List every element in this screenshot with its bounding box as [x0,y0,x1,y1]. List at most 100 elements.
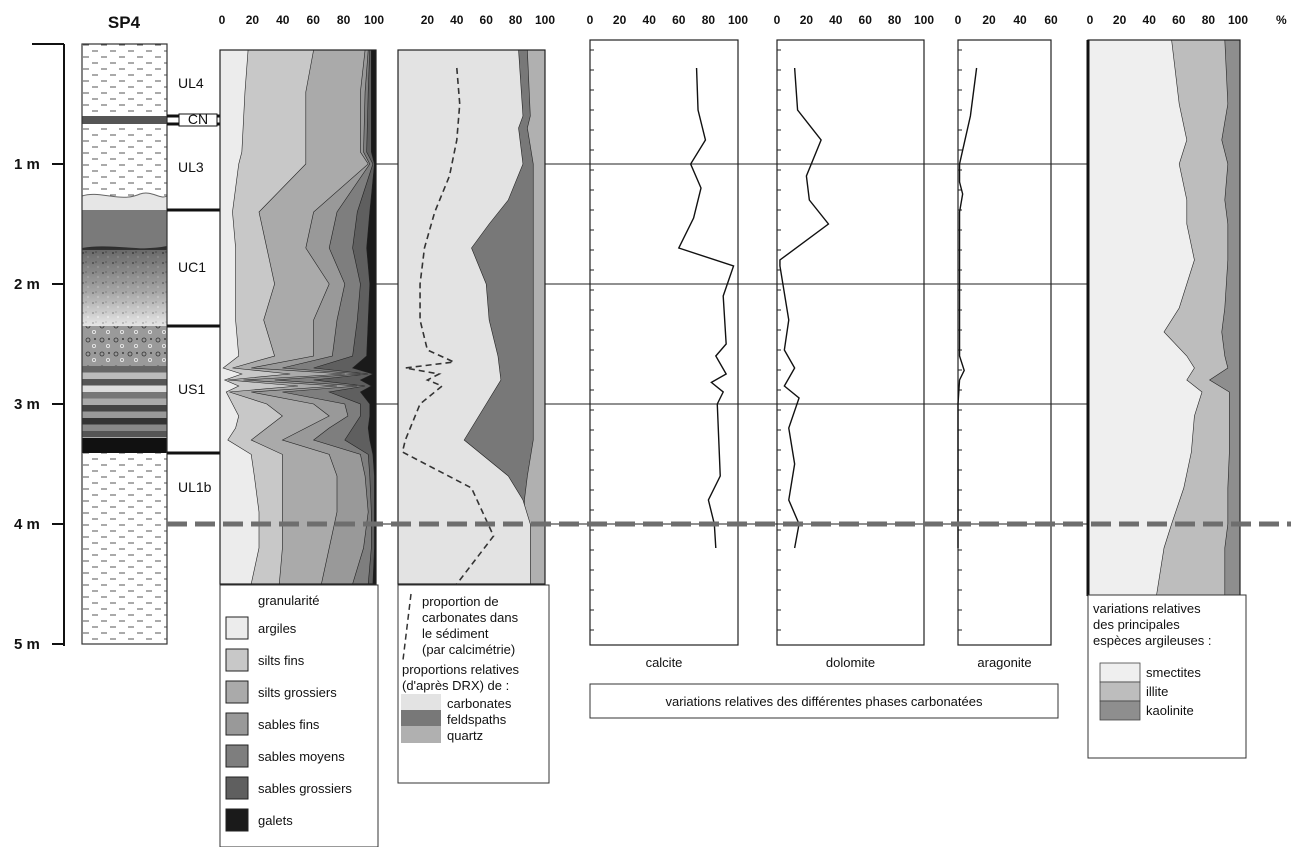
legend-swatch [401,694,441,711]
dolomite-tick-label: 100 [914,13,934,27]
unit-labels: UL4 CN UL3 UC1 US1 UL1b [167,75,220,495]
calcimetry-legend-line-2: carbonates dans [422,610,519,625]
depth-tick-label: 1 m [14,156,40,173]
clay-tick-label: 0 [1087,13,1094,27]
lithology-column: SP4 [81,13,168,645]
dolomite-line [779,67,830,549]
drx-legend-line-1: proportions relatives [402,662,520,677]
legend-swatch [225,680,249,704]
calcite-tick-label: 80 [702,13,716,27]
clay-legend-line-3: espèces argileuses : [1093,633,1212,648]
legend-swatch [225,616,249,640]
calcite-tick-label: 40 [643,13,657,27]
calcimetry-legend-line-4: (par calcimétrie) [422,642,515,657]
mineralogy-tick-label: 40 [450,13,464,27]
mineralogy-tick-label: 60 [480,13,494,27]
legend-swatch [225,744,249,768]
litho-us1-band [82,379,167,386]
legend-label: galets [258,813,293,828]
dolomite-tick-label: 60 [859,13,873,27]
legend-swatch [225,808,249,832]
calcimetry-legend-dash [402,593,412,661]
clay-tick-label: 60 [1172,13,1186,27]
litho-us1-band [82,385,167,392]
unit-label: CN [188,111,208,127]
unit-cn-box [178,113,218,127]
granularite-panel: 0 20 40 60 80 100 [219,13,384,585]
calcite-tick-label: 0 [587,13,594,27]
granularite-tick-label: 20 [246,13,260,27]
depth-tick-label: 3 m [14,396,40,413]
litho-us1-band [82,372,167,379]
clay-legend-line-1: variations relatives [1093,601,1201,616]
legend-label: illite [1146,684,1168,699]
legend-label: sables grossiers [258,781,352,796]
calcite-label: calcite [646,655,683,670]
legend-swatch [401,710,441,727]
aragonite-panel: 0 20 40 60 aragonite [955,13,1058,670]
legend-label: silts grossiers [258,685,337,700]
dolomite-frame [776,39,925,646]
litho-us1-band [82,424,167,431]
granularite-frame [219,49,377,585]
legend-swatch [225,648,249,672]
litho-us1-band [82,411,167,418]
legend-swatch [225,776,249,800]
legend-label: kaolinite [1146,703,1194,718]
clay-tick-label: 100 [1228,13,1248,27]
granularite-legend-title: granularité [258,593,319,608]
aragonite-tick-label: 40 [1013,13,1027,27]
dolomite-label: dolomite [826,655,875,670]
granularite-tick-label: 100 [364,13,384,27]
carbonate-phases-legend-text: variations relatives des différentes pha… [665,694,983,709]
legend-swatch [1099,681,1141,702]
calcite-tick-label: 20 [613,13,627,27]
percent-sign: % [1276,13,1287,27]
litho-us1-band [82,366,167,373]
calcimetry-legend-line-3: le sédiment [422,626,489,641]
litho-us1-band [82,392,167,399]
litho-us1-band [82,431,167,438]
mineralogy-tick-label: 100 [535,13,555,27]
clay-tick-label: 80 [1202,13,1216,27]
litho-galets-band [82,438,167,453]
calcimetry-legend-line-1: proportion de [422,594,499,609]
drx-legend-line-2: (d'après DRX) de : [402,678,509,693]
dolomite-tick-label: 80 [888,13,902,27]
granularite-tick-label: 40 [276,13,290,27]
unit-label: UL3 [178,159,204,175]
litho-cn-band [82,116,167,124]
granularite-legend: granularité argiles silts fins silts gross… [219,584,379,847]
calcite-tick-label: 60 [672,13,686,27]
dolomite-tick-label: 20 [800,13,814,27]
aragonite-tick-label: 0 [955,13,962,27]
calcimetry-line [401,67,495,585]
granularite-tick-label: 60 [307,13,321,27]
mineralogy-tick-label: 80 [509,13,523,27]
unit-label: UL1b [178,479,212,495]
legend-label: smectites [1146,665,1201,680]
legend-label: quartz [447,728,483,743]
legend-label: silts fins [258,653,305,668]
clay-legend-line-2: des principales [1093,617,1180,632]
legend-swatch [225,712,249,736]
calcite-tick-label: 100 [728,13,748,27]
calcite-panel: 0 20 40 60 80 100 calcite [587,13,749,670]
clay-legend: variations relatives des principales esp… [1087,594,1247,759]
mineralogy-tick-label: 20 [421,13,435,27]
litho-us1-gravel [82,326,167,366]
depth-tick-label: 5 m [14,636,40,653]
mineralogy-panel: 20 40 60 80 100 [397,13,555,585]
granularite-tick-label: 0 [219,13,226,27]
depth-tick-label: 2 m [14,276,40,293]
mineralogy-frame [397,49,546,585]
litho-dark-sand [82,210,167,248]
legend-swatch [1099,700,1141,721]
unit-label: US1 [178,381,205,397]
dolomite-tick-label: 40 [829,13,843,27]
aragonite-tick-label: 20 [982,13,996,27]
granularite-tick-label: 80 [337,13,351,27]
depth-axis: 1 m 2 m 3 m 4 m 5 m [14,43,65,653]
legend-label: sables moyens [258,749,345,764]
